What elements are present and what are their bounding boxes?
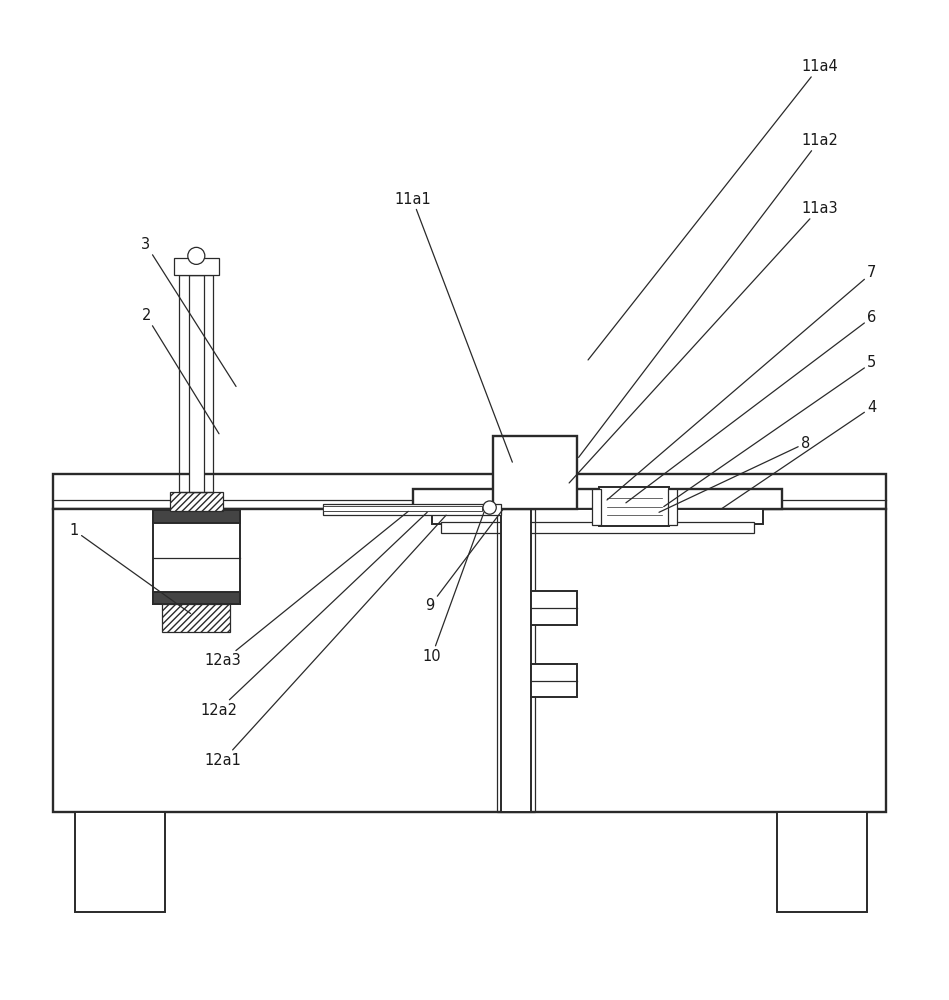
Bar [600, 487, 669, 526]
Text: 9: 9 [425, 509, 503, 613]
Bar [323, 504, 501, 515]
Text: 8: 8 [659, 436, 810, 512]
Text: 12a2: 12a2 [200, 512, 427, 718]
Text: 6: 6 [626, 310, 877, 503]
Bar [53, 509, 886, 812]
Bar [323, 506, 482, 511]
Text: 5: 5 [663, 355, 877, 507]
Bar [170, 492, 223, 511]
Text: 7: 7 [607, 265, 877, 500]
Bar [162, 604, 231, 632]
Bar [497, 509, 535, 812]
Bar [153, 511, 240, 604]
Text: 4: 4 [720, 400, 877, 509]
Bar [531, 591, 577, 625]
Bar [493, 436, 577, 509]
Bar [75, 812, 165, 912]
Bar [777, 812, 867, 912]
Bar [179, 275, 214, 492]
Bar [432, 509, 763, 524]
Bar [153, 592, 240, 604]
Text: 11a2: 11a2 [579, 133, 838, 457]
Bar [592, 489, 602, 525]
Circle shape [188, 247, 205, 264]
Bar [531, 664, 577, 697]
Circle shape [483, 501, 496, 514]
Text: 12a1: 12a1 [205, 515, 446, 768]
Text: 12a3: 12a3 [205, 511, 408, 668]
Bar [605, 491, 663, 523]
Text: 1: 1 [69, 523, 191, 614]
Bar [153, 510, 240, 523]
Bar [501, 509, 531, 812]
Bar [174, 258, 219, 275]
Text: 11a4: 11a4 [588, 59, 838, 360]
Text: 3: 3 [141, 237, 236, 386]
Text: 11a1: 11a1 [394, 192, 512, 462]
Bar [413, 489, 782, 509]
Text: 10: 10 [422, 512, 484, 664]
Bar [53, 474, 886, 509]
Bar [441, 522, 754, 533]
Text: 11a3: 11a3 [569, 201, 838, 483]
Bar [189, 275, 204, 492]
Text: 2: 2 [141, 308, 219, 434]
Bar [667, 489, 677, 525]
